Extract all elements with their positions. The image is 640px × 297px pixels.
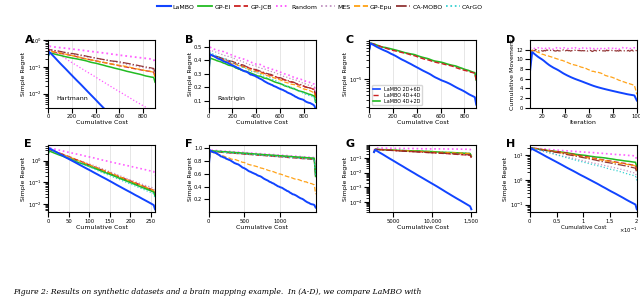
Text: H: H	[506, 139, 515, 149]
Y-axis label: Simple Regret: Simple Regret	[342, 52, 348, 96]
Text: Hartmann: Hartmann	[56, 96, 88, 101]
Text: G: G	[346, 139, 355, 149]
Y-axis label: Simple Regret: Simple Regret	[503, 157, 508, 201]
Y-axis label: Simple Regret: Simple Regret	[188, 157, 193, 201]
Y-axis label: Simple Regret: Simple Regret	[22, 52, 26, 96]
Y-axis label: Simple Regret: Simple Regret	[342, 157, 348, 201]
Y-axis label: Simple Regret: Simple Regret	[188, 52, 193, 96]
Text: E: E	[24, 139, 32, 149]
X-axis label: Cumulative Cost: Cumulative Cost	[397, 120, 449, 125]
Text: $\times10^{-1}$: $\times10^{-1}$	[618, 226, 637, 235]
X-axis label: Cumulative Cost: Cumulative Cost	[236, 225, 288, 230]
X-axis label: Iteration: Iteration	[570, 120, 596, 125]
Text: Figure 2: Results on synthetic datasets and a brain mapping example.  In (A-D), : Figure 2: Results on synthetic datasets …	[13, 287, 421, 296]
Text: F: F	[185, 139, 193, 149]
Y-axis label: Simple Regret: Simple Regret	[22, 157, 26, 201]
X-axis label: Cumulative Cost: Cumulative Cost	[561, 225, 606, 230]
Text: A: A	[24, 35, 33, 45]
X-axis label: Cumulative Cost: Cumulative Cost	[236, 120, 288, 125]
Legend: LaMBO 2D+6D, LaMBO 4D+4D, LaMBO 4D+2D: LaMBO 2D+6D, LaMBO 4D+4D, LaMBO 4D+2D	[372, 85, 422, 105]
Text: C: C	[346, 35, 354, 45]
Text: B: B	[185, 35, 193, 45]
X-axis label: Cumulative Cost: Cumulative Cost	[76, 225, 127, 230]
Legend: LaMBO, GP-EI, GP-JCB, Random, MES, GP-Epu, CA-MOBO, CArGO: LaMBO, GP-EI, GP-JCB, Random, MES, GP-Ep…	[154, 2, 486, 12]
Y-axis label: Cumulative Movement: Cumulative Movement	[510, 38, 515, 110]
Text: D: D	[506, 35, 515, 45]
X-axis label: Cumulative Cost: Cumulative Cost	[76, 120, 127, 125]
Text: Rastrigin: Rastrigin	[217, 96, 245, 101]
X-axis label: Cumulative Cost: Cumulative Cost	[397, 225, 449, 230]
